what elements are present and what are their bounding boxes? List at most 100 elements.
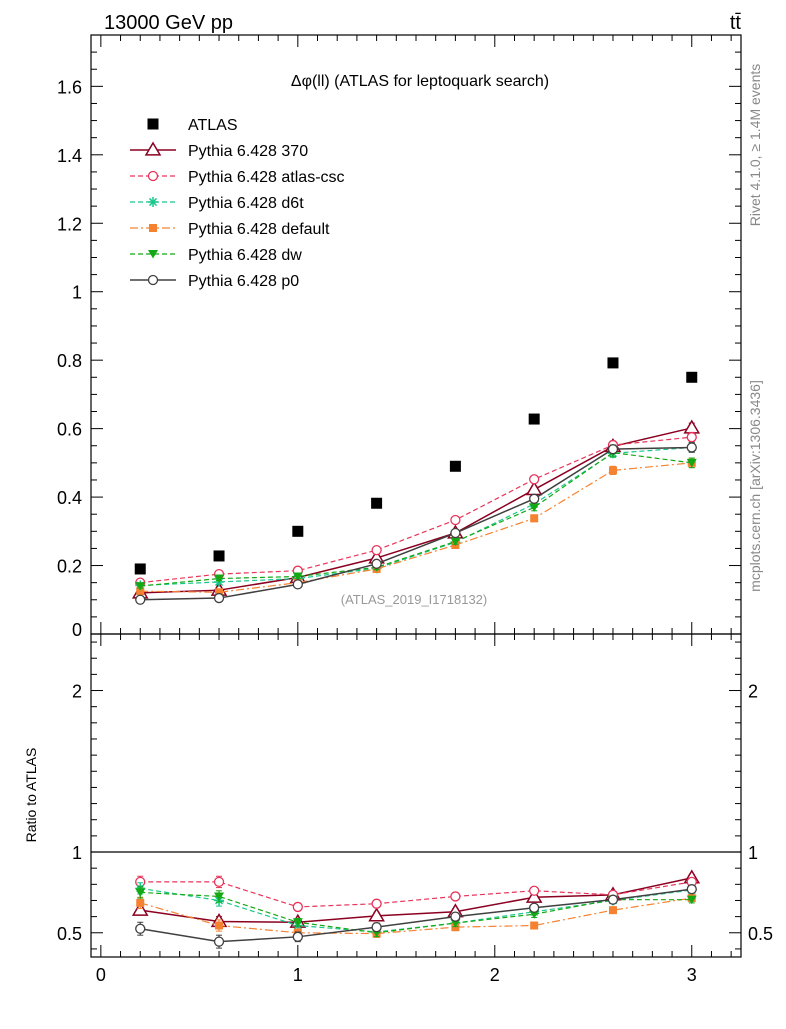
- ratio-point-default: [215, 921, 224, 930]
- ratio-point-default: [136, 898, 145, 907]
- main-point-dw: [450, 537, 461, 547]
- legend: ATLAS Pythia 6.428 370 Pythia 6.428 atlas-…: [130, 117, 345, 290]
- data-point: [607, 357, 619, 369]
- main-point-atlascsc: [450, 514, 461, 526]
- main-point-dw: [214, 574, 225, 584]
- legend-label-p0: Pythia 6.428 p0: [188, 273, 299, 290]
- x-tick-label: 1: [293, 965, 303, 985]
- legend-label-dw: Pythia 6.428 dw: [188, 247, 302, 264]
- main-point-atlascsc: [371, 544, 382, 556]
- ratio-point-atlascsc: [371, 898, 382, 909]
- data-point: [292, 525, 304, 537]
- legend-item-p370: Pythia 6.428 370: [130, 141, 308, 160]
- ratio-y-tick-label-right: 2: [748, 682, 758, 702]
- main-y-tick-label: 0.2: [57, 557, 82, 577]
- main-point-p0: [213, 592, 225, 604]
- main-point-atlascsc: [686, 432, 697, 443]
- ratio-point-default: [608, 906, 617, 915]
- main-line-p0: [140, 446, 692, 601]
- legend-label-data: ATLAS: [188, 117, 238, 134]
- data-point: [528, 413, 540, 425]
- ratio-point-p0: [135, 923, 146, 934]
- main-point-atlascsc: [529, 474, 540, 485]
- main-point-default: [608, 466, 617, 475]
- main-point-p0: [135, 594, 146, 605]
- data-point: [371, 497, 383, 509]
- main-line-atlascsc: [140, 436, 692, 584]
- main-point-default: [215, 588, 224, 597]
- main-series-data: [134, 357, 698, 575]
- legend-marker-default: [149, 224, 157, 232]
- main-point-p0: [450, 527, 461, 539]
- main-y-tick-label: 0.6: [57, 420, 82, 440]
- main-y-tick-label: 1: [72, 283, 82, 303]
- main-series-p0: [135, 442, 697, 605]
- main-y-tick-label: 0.8: [57, 351, 82, 371]
- ratio-point-p0: [686, 884, 697, 895]
- ratio-point-atlascsc: [450, 891, 461, 902]
- main-line-p370: [140, 427, 692, 594]
- analysis-id-label: (ATLAS_2019_I1718132): [341, 592, 487, 607]
- ratio-point-atlascsc: [213, 876, 225, 888]
- ratio-y-ticks: [91, 641, 741, 950]
- ratio-y-tick-label-left: 1: [72, 843, 82, 863]
- mcplots-side-label: mcplots.cern.ch [arXiv:1306.3436]: [747, 380, 763, 592]
- data-point: [213, 550, 225, 562]
- legend-label-d6t: Pythia 6.428 d6t: [188, 195, 304, 212]
- main-point-p370: [683, 419, 701, 434]
- legend-marker-p370: [144, 141, 162, 156]
- ratio-line-dw: [140, 891, 692, 934]
- ratio-point-p370: [525, 888, 543, 903]
- x-ticks: [100, 35, 732, 957]
- data-point: [686, 371, 698, 383]
- ratio-y-tick-label-right: 1: [748, 843, 758, 863]
- ratio-point-p0: [371, 921, 382, 933]
- main-point-dw: [135, 582, 146, 591]
- ratio-axis-label: Ratio to ATLAS: [23, 748, 39, 843]
- ratio-point-dw: [292, 918, 303, 927]
- main-y-tick-label: 0: [72, 620, 82, 640]
- main-y-tick-label: 0.4: [57, 488, 82, 508]
- legend-item-atlascsc: Pythia 6.428 atlas-csc: [130, 169, 345, 186]
- main-line-default: [140, 462, 692, 593]
- legend-item-d6t: Pythia 6.428 d6t: [130, 195, 304, 212]
- ratio-point-atlascsc: [292, 901, 303, 913]
- ratio-plot-frame: [90, 633, 742, 958]
- legend-marker-atlascsc: [147, 170, 159, 182]
- ratio-y-tick-label-right: 0.5: [748, 924, 773, 944]
- main-y-tick-label: 1.6: [57, 77, 82, 97]
- rivet-side-label: Rivet 4.1.0, ≥ 1.4M events: [747, 64, 763, 227]
- main-point-default: [530, 514, 539, 523]
- legend-marker-data: [147, 118, 159, 130]
- ratio-point-p0: [450, 911, 461, 922]
- ratio-point-dw: [529, 910, 540, 919]
- chart-title: Δφ(ll) (ATLAS for leptoquark search): [291, 73, 549, 90]
- main-point-p0: [371, 558, 382, 569]
- ratio-point-atlascsc: [529, 885, 540, 896]
- ratio-point-p370: [368, 907, 385, 922]
- ratio-line-p0: [140, 888, 692, 943]
- main-point-dw: [686, 458, 697, 468]
- ratio-point-p0: [292, 931, 303, 942]
- ratio-series-atlascsc: [135, 875, 697, 913]
- legend-item-dw: Pythia 6.428 dw: [130, 247, 302, 264]
- ratio-series-p0: [135, 884, 697, 949]
- x-tick-label: 0: [96, 965, 106, 985]
- ratio-y-tick-label-left: 2: [72, 682, 82, 702]
- legend-item-default: Pythia 6.428 default: [130, 221, 330, 238]
- ratio-point-dw: [450, 919, 461, 928]
- ratio-point-p0: [607, 894, 619, 905]
- main-point-p0: [607, 444, 619, 455]
- process-label: tt̄: [730, 12, 742, 34]
- x-tick-label: 3: [687, 965, 697, 985]
- legend-label-default: Pythia 6.428 default: [188, 221, 330, 238]
- ratio-point-dw: [686, 895, 697, 905]
- ratio-point-p0: [213, 936, 225, 947]
- main-series-dw: [135, 447, 697, 591]
- main-y-tick-label: 1.4: [57, 146, 82, 166]
- main-series-d6t: [135, 442, 697, 591]
- legend-marker-d6t-stroke: [148, 197, 158, 207]
- ratio-line-atlascsc: [140, 881, 692, 908]
